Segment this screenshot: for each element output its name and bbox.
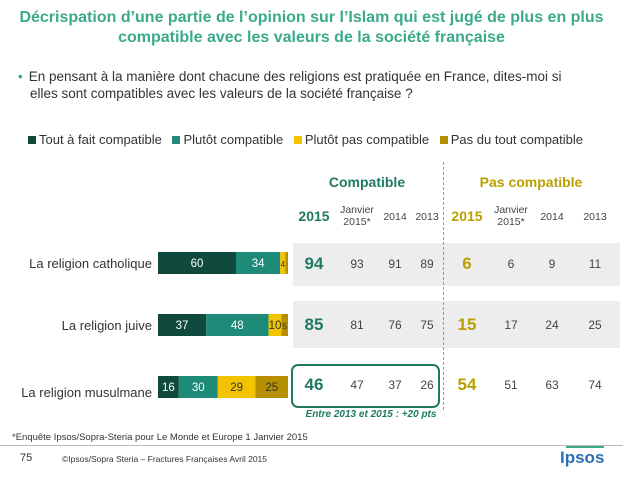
- bar-label-plutot-1: 48: [231, 320, 244, 332]
- legend-swatch-icon: [28, 136, 36, 144]
- logo-accent: [566, 446, 604, 448]
- bar-segment-plutot-pas-0: [280, 252, 286, 274]
- row-label-catholique: La religion catholique: [29, 256, 152, 271]
- cell-catholique-p2014: 9: [548, 257, 556, 271]
- col-header-janvier-compatible: Janvier 2015*: [340, 204, 374, 228]
- cell-musulmane-p2013: 74: [588, 378, 602, 392]
- bar-label-plutot-2: 30: [192, 382, 205, 394]
- trend-note: Entre 2013 et 2015 : +20 pts: [305, 409, 437, 420]
- cell-musulmane-c2015: 46: [304, 375, 324, 394]
- header-compatible: Compatible: [328, 174, 406, 190]
- ipsos-logo: Ipsos: [560, 448, 605, 467]
- bar-segment-pas-du-tout-2: [255, 376, 288, 398]
- cell-musulmane-c2013: 26: [420, 378, 434, 392]
- bar-segment-tout-a-fait-0: [158, 252, 236, 274]
- row-label-musulmane: La religion musulmane: [21, 385, 152, 400]
- bar-label-tout-a-fait-2: 16: [162, 382, 175, 394]
- cell-juive-cjan: 81: [350, 318, 364, 332]
- footer-divider: [0, 445, 623, 446]
- cell-juive-p2013: 25: [588, 318, 602, 332]
- cell-catholique-cjan: 93: [350, 257, 364, 271]
- cell-musulmane-p2014: 63: [545, 378, 559, 392]
- cell-musulmane-pjan: 51: [504, 378, 518, 392]
- bar-segment-plutot-2: [178, 376, 218, 398]
- title-line-2: compatible avec les valeurs de la sociét…: [118, 29, 505, 46]
- bar-segment-plutot-0: [236, 252, 281, 274]
- cell-catholique-c2015: 94: [304, 254, 324, 273]
- cell-catholique-c2013: 89: [420, 257, 434, 271]
- cell-juive-c2014: 76: [388, 318, 402, 332]
- legend-item-pas-du-tout: Pas du tout compatible: [439, 132, 583, 147]
- legend-item-plutot-pas: Plutôt pas compatible: [293, 132, 429, 147]
- cell-catholique-p2013: 11: [588, 257, 602, 271]
- cell-juive-p2015: 15: [457, 315, 477, 334]
- bar-segment-pas-du-tout-1: [281, 314, 288, 336]
- col-header-2013-compatible: 2013: [415, 211, 439, 223]
- legend-item-plutot: Plutôt compatible: [172, 132, 283, 147]
- legend-swatch-icon: [293, 136, 302, 144]
- bar-segment-tout-a-fait-2: [158, 376, 179, 398]
- bar-label-pas-du-tout-1: 5: [283, 322, 288, 331]
- cell-musulmane-c2014: 37: [388, 378, 402, 392]
- header-pas-compatible: Pas compatible: [479, 174, 583, 190]
- col-header-2013-pas: 2013: [583, 211, 607, 223]
- col-header-2015-pas: 2015: [451, 208, 483, 224]
- survey-question: • En pensant à la manière dont chacune de…: [18, 68, 608, 102]
- bar-label-tout-a-fait-1: 37: [176, 320, 189, 332]
- col-header-2014-compatible: 2014: [383, 211, 407, 223]
- bar-label-plutot-pas-2: 29: [230, 382, 243, 394]
- bar-label-tout-a-fait-0: 60: [191, 258, 204, 270]
- col-header-janvier-pas: Janvier 2015*: [494, 204, 528, 228]
- bar-segment-tout-a-fait-1: [158, 314, 207, 336]
- cell-catholique-p2015: 6: [462, 254, 472, 273]
- legend-swatch-icon: [439, 136, 448, 144]
- row-band-juive: [293, 301, 620, 348]
- bar-segment-pas-du-tout-0: [285, 252, 288, 274]
- col-header-2014-pas: 2014: [540, 211, 564, 223]
- cell-musulmane-p2015: 54: [457, 375, 477, 394]
- question-line-1: En pensant à la manière dont chacune des…: [28, 69, 562, 84]
- legend-item-tout-a-fait: Tout à fait compatible: [28, 132, 162, 147]
- row-label-juive: La religion juive: [61, 318, 152, 333]
- title-line-1: Décrispation d’une partie de l’opinion s…: [19, 9, 604, 26]
- bar-segment-plutot-pas-2: [217, 376, 256, 398]
- legend-swatch-icon: [172, 136, 181, 144]
- stacked-bar-chart: 60 34 4 37 48 10 5 16 30 29 25: [158, 252, 288, 398]
- copyright: ©Ipsos/Sopra Steria – Fractures Français…: [62, 454, 268, 464]
- cell-catholique-c2014: 91: [388, 257, 402, 271]
- cell-juive-p2014: 24: [545, 318, 559, 332]
- footnote: *Enquête Ipsos/Sopra-Steria pour Le Mond…: [12, 432, 308, 443]
- cell-juive-pjan: 17: [504, 318, 518, 332]
- bar-label-pas-du-tout-2: 25: [265, 382, 278, 394]
- cell-catholique-pjan: 6: [507, 257, 515, 271]
- chart-legend: Tout à fait compatible Plutôt compatible…: [28, 132, 590, 147]
- row-band-catholique: [293, 243, 620, 286]
- col-header-2015-compatible: 2015: [298, 208, 330, 224]
- bar-label-plutot-pas-1: 10: [269, 320, 282, 332]
- bar-label-plutot-0: 34: [252, 258, 265, 270]
- column-divider: [443, 162, 444, 410]
- page-title: Décrispation d’une partie de l’opinion s…: [0, 8, 623, 48]
- highlight-box: [291, 364, 440, 408]
- bar-segment-plutot-pas-1: [268, 314, 282, 336]
- page-number: 75: [20, 452, 33, 464]
- cell-juive-c2015: 85: [304, 315, 324, 334]
- cell-juive-c2013: 75: [420, 318, 434, 332]
- bullet-icon: •: [18, 69, 23, 84]
- bar-label-plutot-pas-0: 4: [281, 260, 286, 269]
- question-line-2: elles sont compatibles avec les valeurs …: [30, 86, 413, 101]
- bar-segment-plutot-1: [206, 314, 269, 336]
- cell-musulmane-cjan: 47: [350, 378, 364, 392]
